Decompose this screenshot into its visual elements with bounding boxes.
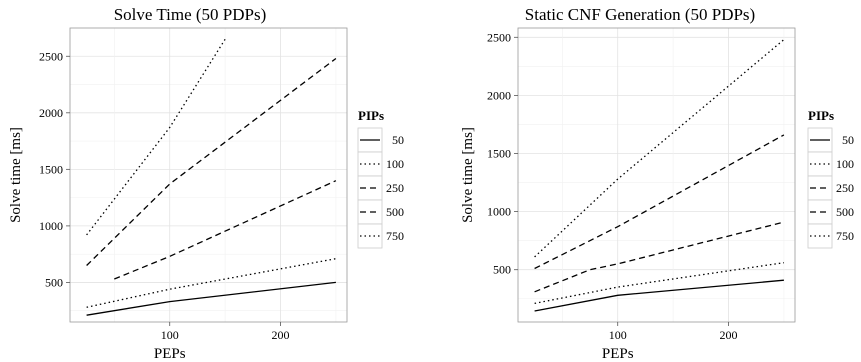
chart-panel-1: Solve Time (50 PDPs) 500 1000 1500 2000 2500 1… bbox=[8, 5, 404, 362]
chart-panel-2: Static CNF Generation (50 PDPs) 500 1000 15… bbox=[460, 5, 854, 362]
series-line-100 bbox=[534, 262, 784, 305]
grid-lines bbox=[70, 28, 347, 322]
x-tick-label: 200 bbox=[272, 328, 290, 342]
series-line-250 bbox=[534, 221, 785, 293]
chart-title: Static CNF Generation (50 PDPs) bbox=[525, 5, 755, 24]
legend-label: 50 bbox=[842, 133, 854, 147]
series-line-50 bbox=[86, 281, 336, 316]
y-tick-label: 2500 bbox=[39, 49, 63, 63]
x-tick-label: 100 bbox=[609, 328, 627, 342]
y-tick-label: 1000 bbox=[39, 219, 63, 233]
series-line-100 bbox=[86, 258, 337, 308]
y-tick-label: 2500 bbox=[487, 30, 511, 44]
legend-title: PIPs bbox=[358, 108, 384, 123]
y-axis-label: Solve time [ms] bbox=[8, 127, 24, 223]
y-tick-label: 1500 bbox=[39, 162, 63, 176]
legend-label: 250 bbox=[836, 181, 854, 195]
y-tick-label: 500 bbox=[493, 263, 511, 277]
y-axis-label: Solve time [ms] bbox=[460, 127, 476, 223]
x-tick-label: 100 bbox=[161, 328, 179, 342]
series-line-500 bbox=[534, 134, 785, 270]
legend-label: 500 bbox=[386, 205, 404, 219]
legend-label: 500 bbox=[836, 205, 854, 219]
legend: PIPs 50 100 250 500 750 bbox=[357, 108, 404, 249]
series-line-750 bbox=[534, 39, 785, 258]
legend-label: 100 bbox=[836, 157, 854, 171]
legend-label: 50 bbox=[392, 133, 404, 147]
series-line-250 bbox=[114, 180, 337, 280]
legend-label: 750 bbox=[836, 229, 854, 243]
series-line-500 bbox=[86, 57, 337, 266]
x-axis-label: PEPs bbox=[154, 346, 186, 362]
chart-title: Solve Time (50 PDPs) bbox=[114, 5, 267, 24]
legend-label: 100 bbox=[386, 157, 404, 171]
y-tick-label: 500 bbox=[45, 275, 63, 289]
y-tick-label: 1000 bbox=[487, 205, 511, 219]
legend-label: 750 bbox=[386, 229, 404, 243]
series-line-50 bbox=[534, 279, 784, 312]
legend: PIPs 50 100 250 500 750 bbox=[807, 108, 854, 249]
legend-label: 250 bbox=[386, 181, 404, 195]
x-axis-label: PEPs bbox=[602, 346, 634, 362]
legend-title: PIPs bbox=[808, 108, 834, 123]
grid-lines bbox=[518, 28, 795, 322]
plot-border bbox=[69, 27, 348, 323]
y-tick-label: 2000 bbox=[487, 88, 511, 102]
plot-border bbox=[517, 27, 796, 323]
x-tick-label: 200 bbox=[720, 328, 738, 342]
y-tick-label: 1500 bbox=[487, 147, 511, 161]
series-line-750 bbox=[86, 38, 226, 236]
y-tick-label: 2000 bbox=[39, 106, 63, 120]
